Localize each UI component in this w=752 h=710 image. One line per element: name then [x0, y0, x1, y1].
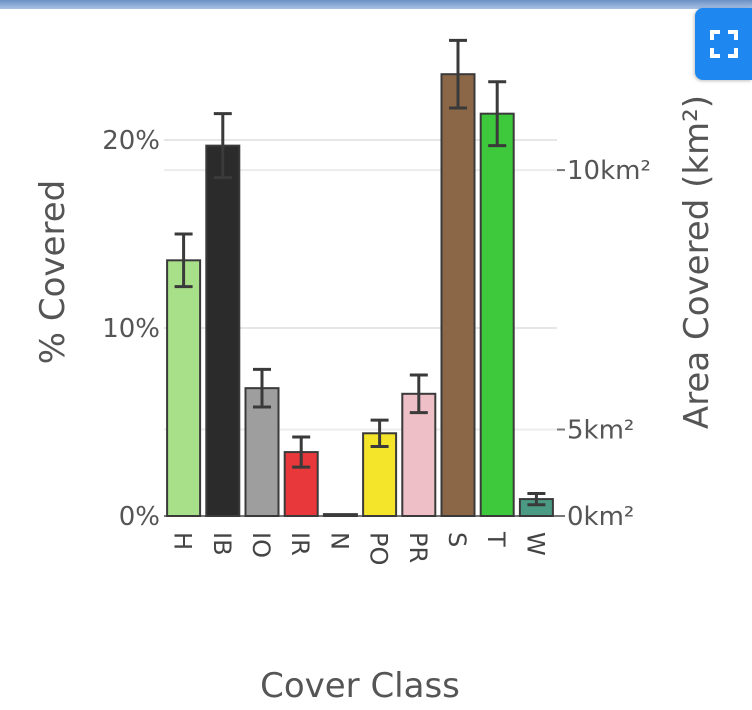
error-bar-ir [292, 435, 311, 469]
error-bar-s [449, 38, 467, 110]
error-bar-w [527, 491, 546, 507]
y-tick-label-2: 20% [102, 126, 160, 156]
bar-h [166, 259, 202, 517]
expand-button[interactable] [695, 8, 752, 80]
y-tick-label-1: 10% [102, 314, 160, 344]
bar-t [479, 112, 515, 518]
category-label-io: IO [247, 532, 275, 558]
y2-axis-title: Area Covered (km²) [677, 95, 717, 429]
y2-tick-label-1: 5km² [567, 416, 634, 446]
category-labels: H IB IO IR N PO PR S T W [169, 531, 550, 565]
window-top-strip [0, 0, 752, 9]
bar-s [440, 73, 476, 517]
category-label-n: N [325, 532, 353, 550]
category-label-ib: IB [208, 532, 236, 556]
x-axis-title: Cover Class [260, 666, 460, 706]
error-bar-io [253, 367, 271, 409]
error-bars [174, 38, 546, 507]
right-axis-ticks: 0km² 5km² 10km² [557, 156, 651, 532]
category-label-w: W [521, 532, 549, 556]
left-axis-ticks: 0% 10% 20% [102, 126, 160, 532]
y2-tick-label-2: 10km² [567, 156, 651, 186]
y-axis-title: % Covered [33, 180, 73, 364]
error-bar-h [174, 232, 193, 289]
bar-io [244, 387, 280, 517]
category-label-ir: IR [286, 532, 314, 556]
expand-icon [710, 30, 738, 58]
bars [166, 73, 554, 518]
error-bar-pr [409, 373, 428, 415]
error-bar-ib [213, 112, 232, 180]
error-bar-po [370, 418, 389, 448]
bar-n [322, 513, 358, 517]
y-tick-label-0: 0% [119, 502, 160, 532]
y2-tick-label-0: 0km² [567, 502, 634, 532]
category-label-po: PO [365, 532, 393, 565]
category-label-pr: PR [404, 532, 432, 563]
category-label-t: T [482, 531, 510, 547]
category-label-h: H [169, 532, 197, 550]
category-label-s: S [443, 532, 471, 547]
bar-pr [401, 392, 437, 517]
error-bar-t [488, 80, 507, 148]
bar-ib [205, 144, 241, 517]
